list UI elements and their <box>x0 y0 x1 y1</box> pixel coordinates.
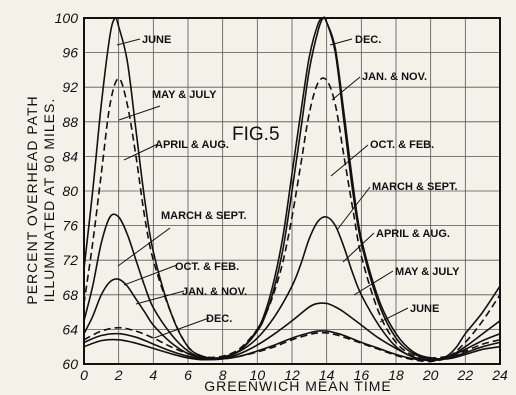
y-tick-label-4: 76 <box>62 218 78 234</box>
annotation-label-13: JUNE <box>410 303 439 315</box>
x-tick-label-0: 0 <box>80 367 88 383</box>
annotation-leader-7 <box>329 38 353 46</box>
series-line-5 <box>83 16 501 360</box>
annotation-label-12: MAY & JULY <box>395 266 460 278</box>
y-axis-title-line-1: PERCENT OVERHEAD PATH <box>24 95 40 304</box>
annotation-leader-9 <box>330 144 369 177</box>
annotation-leader-5 <box>135 290 185 305</box>
annotation-leader-4 <box>123 264 178 286</box>
annotation-label-9: OCT. & FEB. <box>370 139 434 151</box>
x-tick-label-2: 4 <box>149 367 157 383</box>
y-tick-label-10: 100 <box>55 10 79 26</box>
x-tick-label-12: 24 <box>491 367 508 383</box>
annotation-label-4: OCT. & FEB. <box>175 261 239 273</box>
x-tick-label-4: 8 <box>219 367 227 383</box>
x-tick-label-9: 18 <box>388 367 404 383</box>
x-tick-label-8: 16 <box>354 367 370 383</box>
x-tick-label-10: 20 <box>422 367 439 383</box>
annotation-leader-2 <box>123 143 159 161</box>
y-tick-label-5: 80 <box>62 183 78 199</box>
annotation-leader-11 <box>342 232 375 263</box>
y-tick-label-0: 60 <box>62 356 78 372</box>
x-tick-label-3: 6 <box>184 367 192 383</box>
annotation-label-1: MAY & JULY <box>152 89 217 101</box>
series-line-6 <box>83 17 501 361</box>
annotation-leader-3 <box>117 227 171 267</box>
series-group <box>83 16 501 363</box>
y-tick-label-7: 88 <box>62 114 78 130</box>
annotation-label-0: JUNE <box>142 34 171 46</box>
annotation-label-10: MARCH & SEPT. <box>372 181 458 193</box>
annotation-leader-8 <box>331 76 361 101</box>
x-tick-label-1: 2 <box>114 367 123 383</box>
annotation-label-8: JAN. & NOV. <box>362 71 427 83</box>
annotation-leader-10 <box>336 186 371 231</box>
y-tick-label-2: 68 <box>62 287 78 303</box>
annotation-label-7: DEC. <box>355 34 381 46</box>
annotation-label-6: DEC. <box>206 313 232 325</box>
series-line-4 <box>83 77 501 359</box>
x-tick-label-6: 12 <box>284 367 300 383</box>
annotation-leader-12 <box>353 270 394 296</box>
series-line-1 <box>83 77 501 363</box>
tick-labels: 0 2 4 6 8 10 12 14 16 18 20 22 246064687276808488929… <box>55 10 508 383</box>
annotation-leader-13 <box>379 307 409 323</box>
annotation-leader-1 <box>118 105 161 121</box>
annotation-label-11: APRIL & AUG. <box>376 228 450 240</box>
annotation-label-5: JAN. & NOV. <box>182 286 247 298</box>
series-line-3 <box>83 216 501 361</box>
x-tick-label-5: 10 <box>250 367 266 383</box>
x-tick-label-11: 22 <box>457 367 474 383</box>
annotation-leader-6 <box>153 317 210 339</box>
y-tick-label-9: 96 <box>62 45 78 61</box>
x-axis-title: GREENWICH MEAN TIME <box>204 378 392 394</box>
y-tick-label-1: 64 <box>62 321 78 337</box>
annotation-leader-0 <box>116 38 141 46</box>
grid <box>83 17 501 365</box>
y-tick-label-8: 92 <box>62 79 78 95</box>
y-tick-label-3: 72 <box>62 252 78 268</box>
x-tick-label-7: 14 <box>319 367 335 383</box>
annotation-label-2: APRIL & AUG. <box>155 139 229 151</box>
plot-frame <box>83 17 501 365</box>
figure-label: FIG.5 <box>232 124 280 145</box>
curve-annotations: JUNE MAY & JULY APRIL & AUG. MARCH & SEPT. O… <box>116 34 460 339</box>
annotation-label-3: MARCH & SEPT. <box>161 210 247 222</box>
y-axis-title-line-2: ILLUMINATED AT 90 MILES. <box>41 98 57 303</box>
y-tick-label-6: 84 <box>62 148 78 164</box>
